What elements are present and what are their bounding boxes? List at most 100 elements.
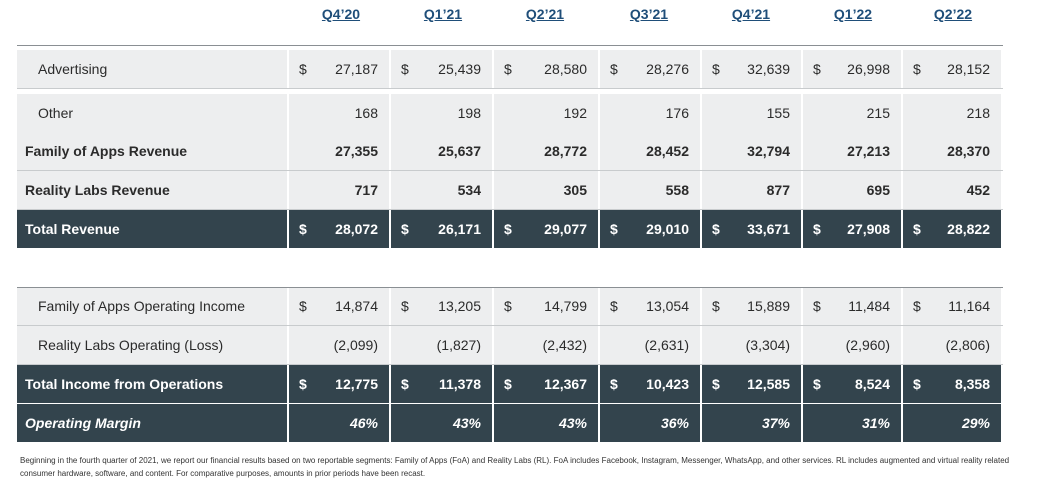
- value-cell: $8,358: [903, 365, 1003, 403]
- value-cell: 28,452: [600, 132, 702, 170]
- value-cell: $10,423: [600, 365, 702, 403]
- value-cell: 43%: [391, 404, 494, 442]
- value-cell: $12,775: [289, 365, 391, 403]
- cell-value: 215: [866, 105, 890, 121]
- cell-value: 13,054: [646, 298, 689, 314]
- row-label: Reality Labs Operating (Loss): [17, 326, 289, 364]
- quarter-label: Q2’22: [933, 6, 973, 22]
- currency-symbol: $: [913, 376, 921, 392]
- cell-value: 11,164: [948, 298, 990, 314]
- row-label: Reality Labs Revenue: [17, 171, 289, 209]
- value-cell: 43%: [494, 404, 600, 442]
- cell-value: 695: [866, 182, 890, 198]
- cell-value: 12,585: [747, 376, 790, 392]
- value-cell: 25,637: [391, 132, 494, 170]
- value-cell: 27,213: [803, 132, 903, 170]
- row-operating-margin: Operating Margin 46% 43% 43% 36% 37% 31% 29%: [17, 404, 1003, 442]
- value-cell: 27,355: [289, 132, 391, 170]
- cell-value: 8,358: [954, 376, 990, 392]
- row-reality-labs-operating-loss: Reality Labs Operating (Loss) (2,099) (1,8…: [17, 326, 1003, 364]
- value-cell: $25,439: [391, 50, 494, 88]
- value-cell: 168: [289, 94, 391, 132]
- currency-symbol: $: [504, 221, 512, 237]
- cell-value: 43%: [558, 415, 587, 431]
- cell-value: 27,908: [847, 221, 890, 237]
- cell-value: 198: [457, 105, 481, 121]
- quarter-label: Q3’21: [629, 6, 669, 22]
- row-divider: [17, 209, 1003, 210]
- currency-symbol: $: [401, 61, 409, 77]
- row-family-of-apps-revenue: Family of Apps Revenue 27,355 25,637 28,772…: [17, 132, 1003, 170]
- section-rule: [17, 287, 1003, 288]
- value-cell: $28,580: [494, 50, 600, 88]
- cell-value: 28,822: [947, 221, 990, 237]
- value-cell: 534: [391, 171, 494, 209]
- value-cell: 46%: [289, 404, 391, 442]
- value-cell: $11,164: [903, 287, 1003, 325]
- currency-symbol: $: [401, 221, 409, 237]
- value-cell: $12,585: [702, 365, 803, 403]
- value-cell: 695: [803, 171, 903, 209]
- row-divider: [17, 88, 1003, 89]
- row-total-income-from-operations: Total Income from Operations $12,775 $11,3…: [17, 365, 1003, 403]
- cell-value: 43%: [452, 415, 481, 431]
- value-cell: $28,152: [903, 50, 1003, 88]
- cell-value: 28,152: [947, 61, 990, 77]
- row-divider: [17, 325, 1003, 326]
- currency-symbol: $: [712, 376, 720, 392]
- currency-symbol: $: [913, 61, 921, 77]
- cell-value: 25,439: [438, 61, 481, 77]
- cell-value: 27,355: [335, 143, 378, 159]
- table-top-rule: [17, 45, 1003, 46]
- cell-value: 28,072: [335, 221, 378, 237]
- value-cell: (1,827): [391, 326, 494, 364]
- cell-value: 29,077: [544, 221, 587, 237]
- cell-value: 11,378: [438, 376, 481, 392]
- value-cell: $14,799: [494, 287, 600, 325]
- value-cell: (3,304): [702, 326, 803, 364]
- cell-value: 12,367: [544, 376, 587, 392]
- cell-value: 452: [966, 182, 990, 198]
- cell-value: (2,960): [845, 337, 890, 353]
- value-cell: $28,276: [600, 50, 702, 88]
- value-cell: $27,187: [289, 50, 391, 88]
- value-cell: $11,378: [391, 365, 494, 403]
- cell-value: 168: [354, 105, 378, 121]
- row-divider: [17, 364, 1003, 365]
- value-cell: (2,960): [803, 326, 903, 364]
- cell-value: 28,772: [544, 143, 587, 159]
- row-label: Advertising: [17, 50, 289, 88]
- currency-symbol: $: [401, 376, 409, 392]
- currency-symbol: $: [712, 61, 720, 77]
- quarter-label: Q4’21: [731, 6, 771, 22]
- value-cell: 176: [600, 94, 702, 132]
- currency-symbol: $: [913, 298, 921, 314]
- cell-value: 26,171: [438, 221, 481, 237]
- cell-value: 14,799: [544, 298, 587, 314]
- value-cell: 215: [803, 94, 903, 132]
- cell-value: 28,370: [947, 143, 990, 159]
- cell-value: 11,484: [848, 298, 890, 314]
- currency-symbol: $: [813, 61, 821, 77]
- row-label: Total Income from Operations: [17, 365, 289, 403]
- currency-symbol: $: [913, 221, 921, 237]
- cell-value: 25,637: [438, 143, 481, 159]
- currency-symbol: $: [299, 61, 307, 77]
- cell-value: (2,432): [542, 337, 587, 353]
- value-cell: $13,054: [600, 287, 702, 325]
- cell-value: (2,806): [945, 337, 990, 353]
- cell-value: 877: [766, 182, 790, 198]
- cell-value: 36%: [660, 415, 689, 431]
- value-cell: $14,874: [289, 287, 391, 325]
- cell-value: 192: [563, 105, 587, 121]
- value-cell: (2,099): [289, 326, 391, 364]
- cell-value: 26,998: [847, 61, 890, 77]
- cell-value: 32,639: [747, 61, 790, 77]
- value-cell: $26,171: [391, 210, 494, 248]
- cell-value: 13,205: [438, 298, 481, 314]
- cell-value: 31%: [861, 415, 890, 431]
- value-cell: 218: [903, 94, 1003, 132]
- value-cell: $12,367: [494, 365, 600, 403]
- currency-symbol: $: [610, 376, 618, 392]
- currency-symbol: $: [299, 221, 307, 237]
